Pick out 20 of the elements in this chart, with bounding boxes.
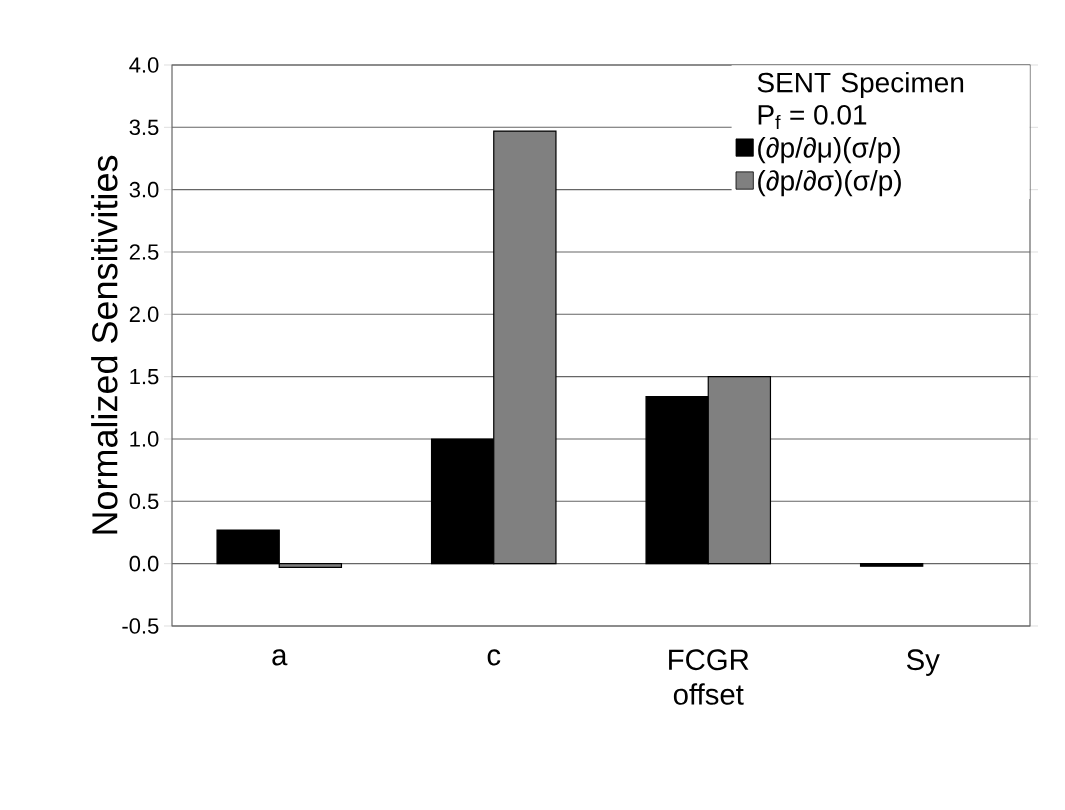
bar <box>859 563 924 567</box>
annotation: P$_{f}$ = 0.01 <box>758 104 867 130</box>
y-tick-label: 3.5 <box>129 119 159 136</box>
legend-title: SENT Specimen <box>757 71 964 99</box>
y-tick-label: 0.5 <box>129 493 159 510</box>
y-tick-label: 0.0 <box>129 555 159 572</box>
y-tick-label: 3.0 <box>129 181 159 198</box>
y-tick-label: 4.0 <box>129 57 159 73</box>
x-tick-label: FCGR offset <box>669 649 749 705</box>
y-tick-label: 1.5 <box>130 368 159 385</box>
x-tick-label: a <box>272 649 288 666</box>
y-tick-label: -0.5 <box>122 618 159 634</box>
x-tick-label: Sy <box>906 649 940 676</box>
x-tick-label: c <box>487 649 501 666</box>
y-tick-label: 1.0 <box>130 431 159 447</box>
y-tick-label: 2.0 <box>129 306 159 323</box>
legend-label: (∂p/∂σ)(σ/p) <box>758 170 901 197</box>
y-axis-title: Normalized Sensitivities <box>91 155 118 534</box>
legend-label: (∂p/∂μ)(σ/p) <box>758 137 900 164</box>
y-tick-label: 2.5 <box>129 244 159 260</box>
